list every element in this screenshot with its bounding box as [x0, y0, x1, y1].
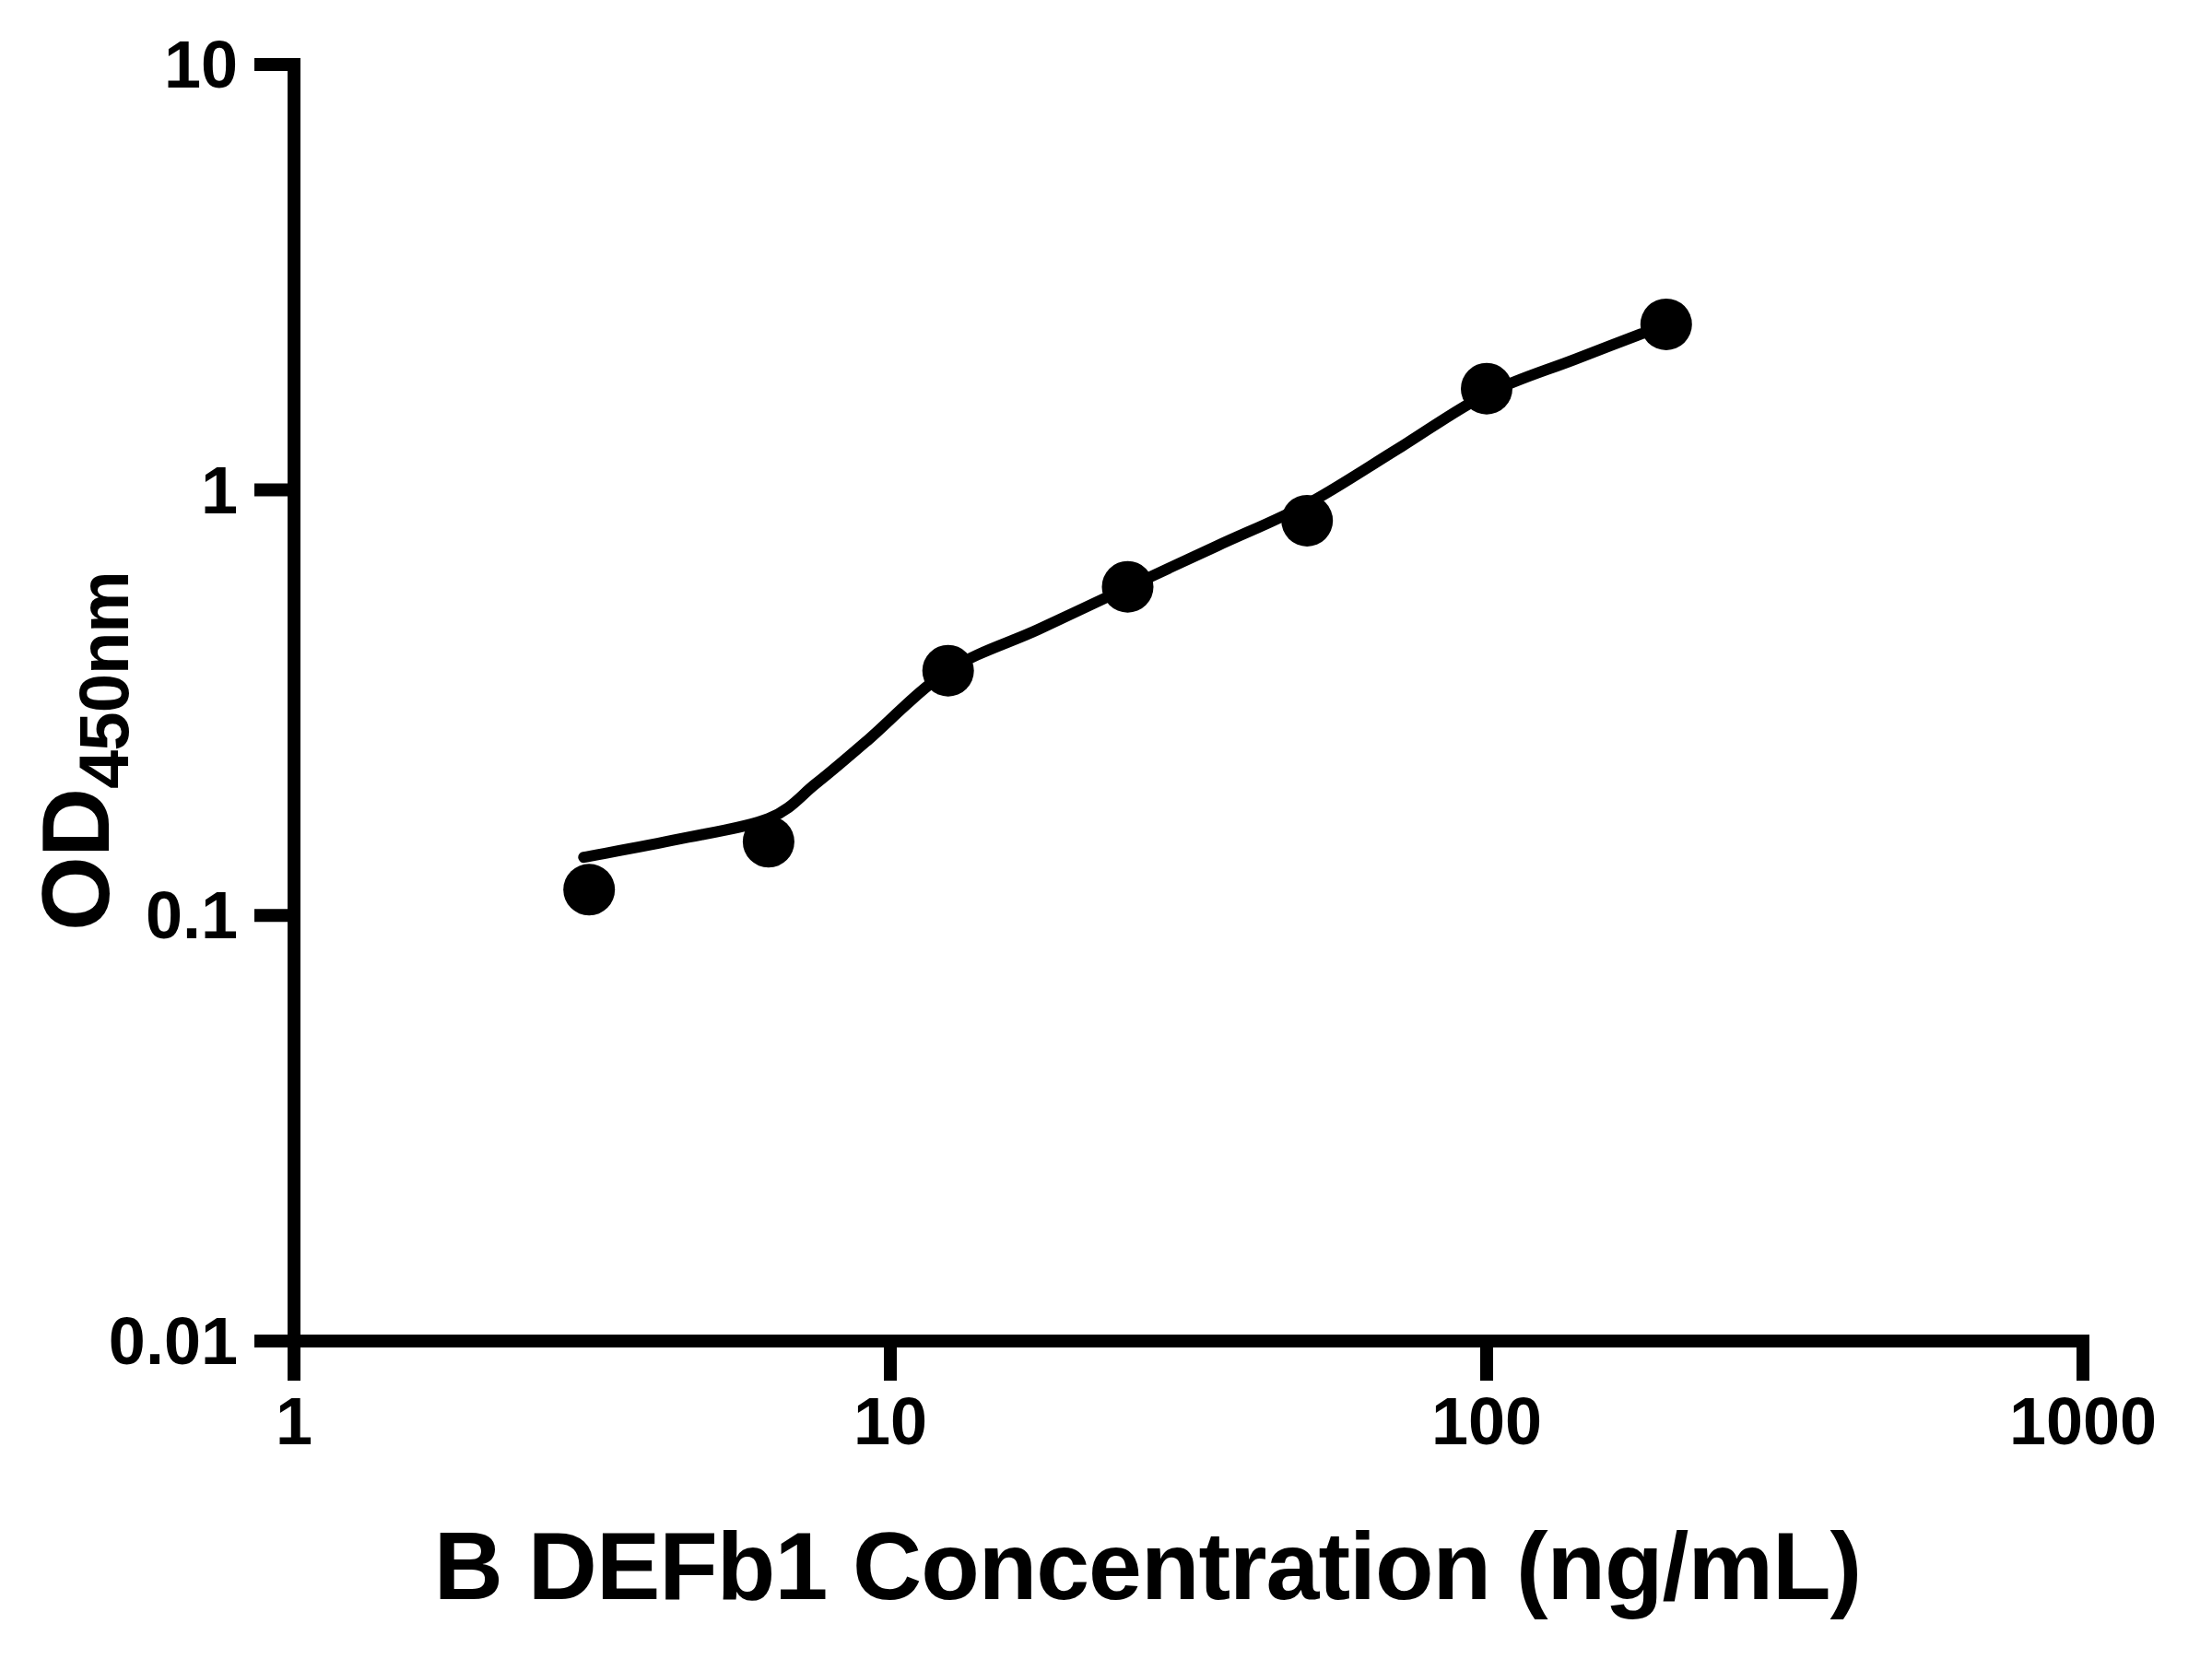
data-point [923, 645, 974, 697]
axis-frame [254, 65, 2083, 1381]
data-point [563, 864, 615, 915]
axes [254, 65, 2083, 1381]
elisa-standard-curve-chart: 10 1 0.1 0.01 1 10 100 1000 B DEFb1 Concentrati… [0, 0, 2212, 1659]
data-point [1461, 363, 1512, 415]
data-point [743, 816, 794, 867]
y-tick-label: 0.1 [146, 878, 238, 952]
tick-labels: 10 1 0.1 0.01 1 10 100 1000 [109, 28, 2157, 1458]
x-tick-label: 100 [1431, 1384, 1542, 1458]
data-point [1102, 561, 1154, 613]
y-axis-title: OD450nm [22, 571, 143, 931]
y-axis-title-subscript: 450nm [65, 571, 143, 789]
data-point [1641, 299, 1692, 350]
axis-ticks [254, 490, 1487, 1381]
y-tick-label: 10 [164, 28, 238, 101]
y-tick-label: 0.01 [109, 1304, 238, 1378]
y-axis-title-main: OD [22, 789, 129, 931]
x-tick-label: 1000 [2009, 1384, 2157, 1458]
x-tick-label: 10 [853, 1384, 927, 1458]
x-axis-title: B DEFb1 Concentration (ng/mL) [434, 1512, 1861, 1619]
y-tick-label: 1 [201, 453, 238, 527]
data-point [1281, 495, 1333, 547]
x-tick-label: 1 [276, 1384, 312, 1458]
